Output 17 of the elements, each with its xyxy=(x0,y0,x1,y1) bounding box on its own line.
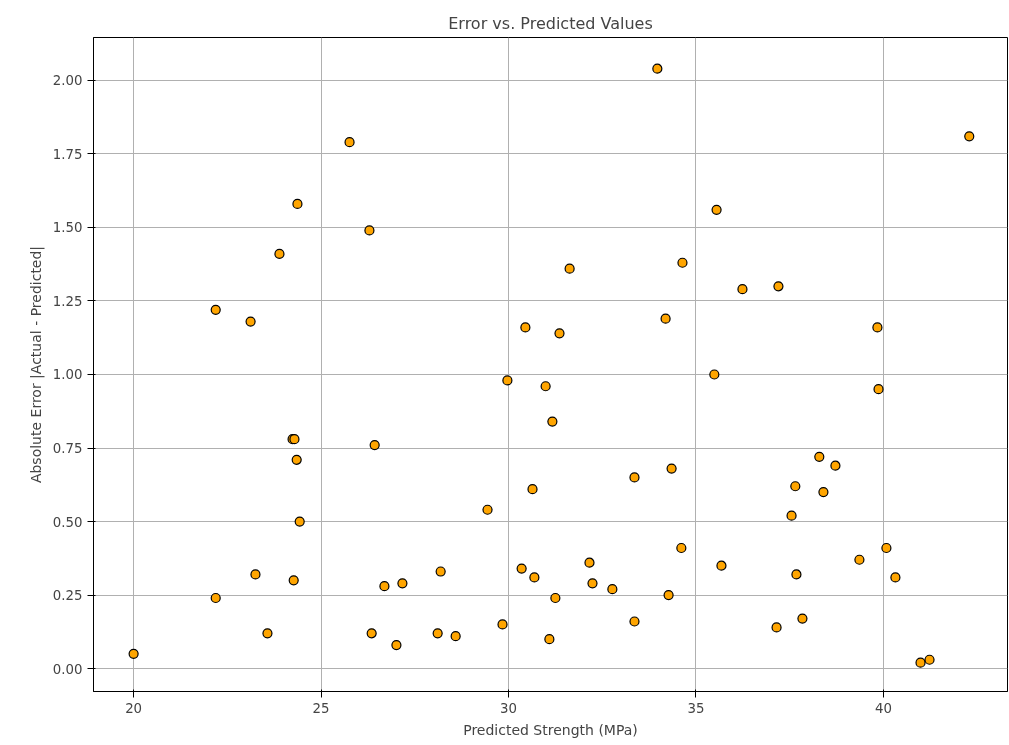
y-tick-label: 0.50 xyxy=(52,514,83,530)
y-tick-label: 0.75 xyxy=(52,441,83,457)
y-axis-title: Absolute Error |Actual - Predicted| xyxy=(27,245,45,484)
x-tick-label: 40 xyxy=(874,700,892,716)
y-tick-label: 1.50 xyxy=(52,220,83,236)
x-tick-label: 30 xyxy=(500,700,517,716)
x-tick-label: 35 xyxy=(687,700,705,716)
y-tick-label: 1.25 xyxy=(52,293,83,309)
y-tick-label: 1.75 xyxy=(52,146,83,162)
y-tick-label: 0.00 xyxy=(52,661,83,677)
x-tick-label: 25 xyxy=(312,700,330,716)
y-tick-label: 1.00 xyxy=(52,367,83,383)
y-tick-label: 0.25 xyxy=(52,588,83,604)
y-tick-label: 2.00 xyxy=(52,73,83,89)
chart-title: Error vs. Predicted Values xyxy=(448,13,653,33)
x-tick-label: 20 xyxy=(125,700,143,716)
x-axis-title: Predicted Strength (MPa) xyxy=(463,721,638,738)
